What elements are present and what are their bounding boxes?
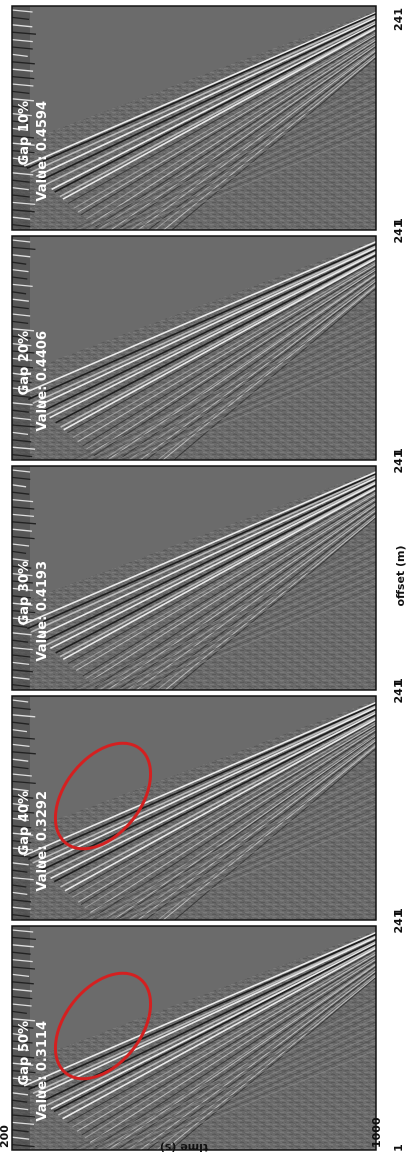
highlight-ellipse	[53, 971, 153, 1081]
panel-4: Gap 40% Value: 0.3292	[11, 695, 377, 921]
value-label: Value: 0.3292	[35, 791, 50, 892]
offset-tick-label: 241	[392, 911, 405, 934]
gap-label: Gap 10%	[17, 101, 32, 165]
panel-frame	[11, 695, 377, 921]
panel-annotation: Gap 40% Value: 0.3292	[17, 791, 50, 892]
panel-5: Gap 50% Value: 0.3114	[11, 925, 377, 1151]
panel-3: Gap 30% Value: 0.4193	[11, 465, 377, 691]
seismic-section	[12, 236, 376, 460]
y-axis-label: time (s)	[160, 1141, 208, 1154]
seismic-section	[12, 926, 376, 1150]
value-label: Value: 0.4406	[35, 331, 50, 432]
panel-annotation: Gap 50% Value: 0.3114	[17, 1021, 50, 1122]
panel-annotation: Gap 30% Value: 0.4193	[17, 561, 50, 662]
highlight-ellipse	[53, 741, 153, 851]
panel-annotation: Gap 10% Value: 0.4594	[17, 101, 50, 202]
offset-tick-label: 241	[392, 681, 405, 704]
offset-tick-label: 1	[392, 218, 405, 226]
offset-tick-label: 1	[392, 1144, 405, 1152]
offset-tick-label: 1	[392, 448, 405, 456]
panel-frame	[11, 925, 377, 1151]
seismic-section	[12, 466, 376, 690]
panel-frame	[11, 465, 377, 691]
time-tick-label: 200	[0, 1125, 11, 1148]
seismic-section	[12, 696, 376, 920]
panel-frame	[11, 5, 377, 231]
offset-tick-label: 1	[392, 908, 405, 916]
gap-label: Gap 30%	[17, 561, 32, 625]
offset-tick-label: 241	[392, 221, 405, 244]
value-label: Value: 0.3114	[35, 1021, 50, 1122]
gap-label: Gap 20%	[17, 331, 32, 395]
panel-frame	[11, 235, 377, 461]
offset-tick-label: 1	[392, 678, 405, 686]
gap-label: Gap 40%	[17, 791, 32, 855]
time-tick-label: 1000	[370, 1117, 383, 1148]
value-label: Value: 0.4193	[35, 561, 50, 662]
offset-tick-label: 241	[392, 8, 405, 31]
panel-1: Gap 10% Value: 0.4594	[11, 5, 377, 231]
x-axis-label: offset (m)	[394, 545, 407, 606]
panel-2: Gap 20% Value: 0.4406	[11, 235, 377, 461]
offset-tick-label: 241	[392, 451, 405, 474]
panel-annotation: Gap 20% Value: 0.4406	[17, 331, 50, 432]
seismic-section	[12, 6, 376, 230]
value-label: Value: 0.4594	[35, 101, 50, 202]
gap-label: Gap 50%	[17, 1021, 32, 1085]
